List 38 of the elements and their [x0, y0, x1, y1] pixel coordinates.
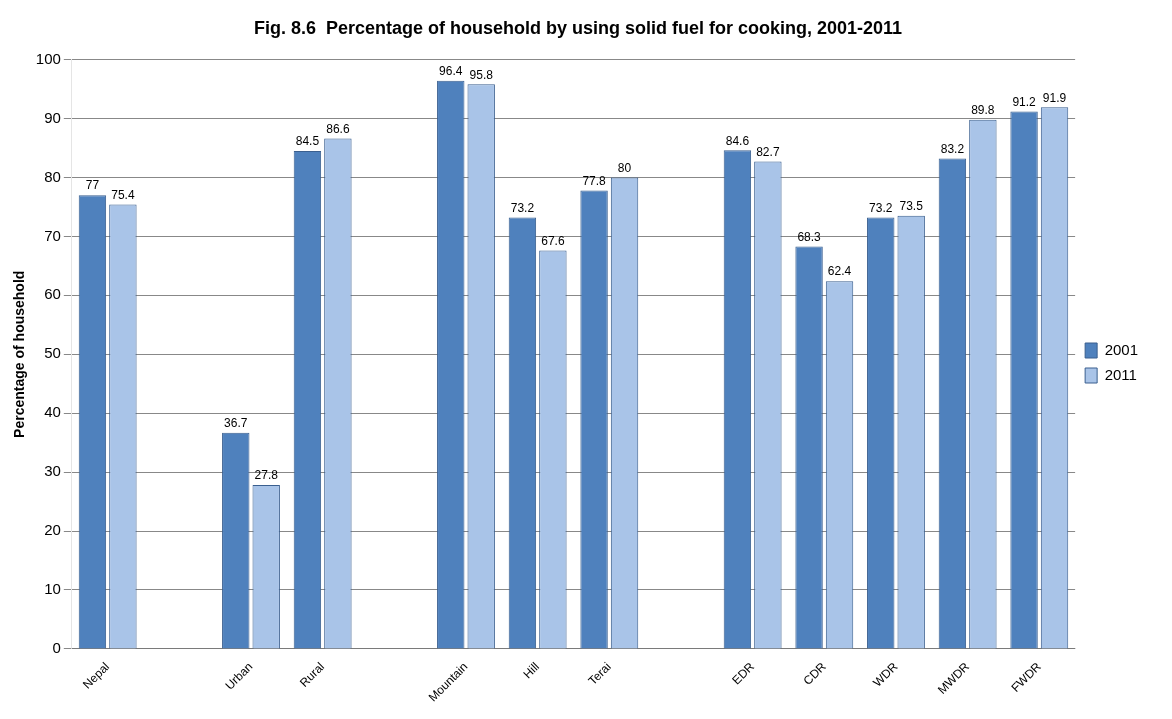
data-label: 77 — [85, 178, 100, 193]
data-label: 86.6 — [326, 121, 350, 136]
data-label: 83.2 — [940, 141, 965, 156]
data-label: 75.4 — [111, 187, 135, 202]
data-label: 27.8 — [254, 468, 279, 483]
data-label: 82.7 — [756, 144, 780, 159]
data-label: 73.5 — [899, 199, 924, 214]
y-tick-label: 80 — [44, 167, 61, 185]
x-tick-label: Hill — [520, 659, 543, 682]
y-tick-label: 100 — [35, 49, 61, 67]
legend-label: 2011 — [1104, 365, 1137, 383]
y-tick-label: 60 — [44, 285, 61, 303]
y-axis-title: Percentage of household — [11, 270, 28, 438]
data-label: 67.6 — [541, 233, 565, 248]
y-tick-label: 70 — [44, 226, 61, 244]
data-label: 73.2 — [869, 200, 893, 215]
data-label: 96.4 — [439, 64, 463, 79]
data-label: 84.5 — [295, 134, 320, 149]
chart-title: Fig. 8.6 Percentage of household by using solid fuel for cooking, 2001-2011 — [253, 17, 903, 38]
y-tick-label: 50 — [44, 344, 61, 362]
data-label: 36.7 — [224, 415, 248, 430]
data-label: 62.4 — [827, 264, 852, 279]
y-tick-label: 10 — [44, 580, 61, 598]
data-label: 84.6 — [725, 133, 750, 148]
data-label: 89.8 — [971, 103, 995, 118]
data-label: 73.2 — [510, 200, 535, 215]
data-label: 80 — [617, 160, 632, 175]
legend-label: 2001 — [1104, 340, 1139, 358]
y-tick-label: 20 — [44, 521, 61, 539]
data-label: 91.9 — [1042, 90, 1067, 105]
data-label: 95.8 — [469, 67, 494, 82]
y-tick-label: 90 — [44, 108, 61, 126]
y-tick-label: 40 — [44, 403, 61, 421]
data-label: 77.8 — [582, 173, 607, 188]
y-tick-label: 0 — [52, 639, 61, 657]
data-label: 68.3 — [797, 229, 822, 244]
data-label: 91.2 — [1012, 94, 1037, 109]
y-tick-label: 30 — [44, 462, 61, 480]
